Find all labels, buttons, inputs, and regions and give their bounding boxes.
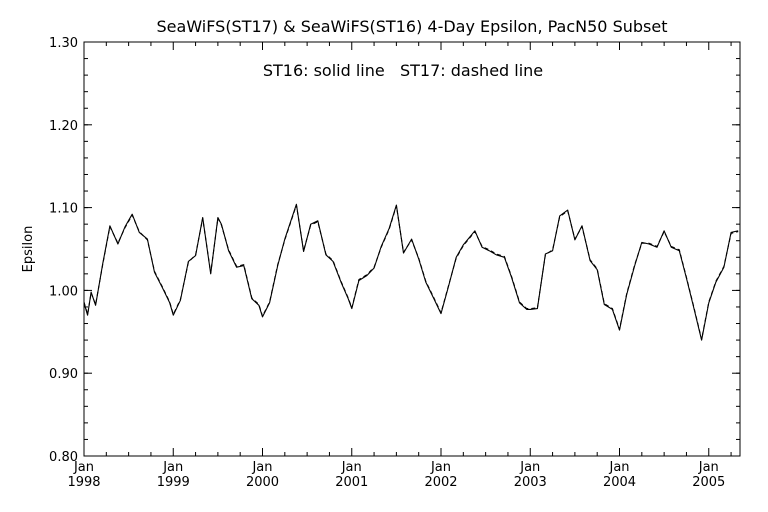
series-line-st17 <box>83 204 739 340</box>
x-tick-month: Jan <box>341 460 362 475</box>
x-tick-month: Jan <box>251 460 272 475</box>
series-layer <box>83 203 739 341</box>
y-axis-ticks: 0.80 0.90 1.00 1.10 1.20 1.30 <box>49 36 740 465</box>
x-tick-year: 1999 <box>157 475 190 490</box>
x-tick-year: 2004 <box>603 475 636 490</box>
x-tick-year: 1998 <box>67 475 100 490</box>
legend-annotation: ST16: solid line ST17: dashed line <box>263 61 543 80</box>
y-tick-label: 0.80 <box>49 450 78 465</box>
plot-frame <box>83 41 741 457</box>
y-axis-label: Epsilon <box>21 226 36 273</box>
x-tick-month: Jan <box>73 460 94 475</box>
y-tick-label: 1.20 <box>49 119 78 134</box>
chart-title: SeaWiFS(ST17) & SeaWiFS(ST16) 4-Day Epsi… <box>157 17 668 36</box>
series-line-st16 <box>83 203 739 341</box>
x-axis-ticks: Jan1998Jan1999Jan2000Jan2001Jan2002Jan20… <box>67 42 732 490</box>
x-tick-month: Jan <box>519 460 540 475</box>
y-tick-label: 1.10 <box>49 202 78 217</box>
x-tick-year: 2003 <box>514 475 547 490</box>
x-tick-month: Jan <box>430 460 451 475</box>
x-tick-year: 2001 <box>335 475 368 490</box>
x-tick-year: 2005 <box>692 475 725 490</box>
x-tick-month: Jan <box>698 460 719 475</box>
y-tick-label: 0.90 <box>49 367 78 382</box>
y-tick-label: 1.00 <box>49 284 78 299</box>
y-tick-label: 1.30 <box>49 36 78 51</box>
x-tick-year: 2002 <box>424 475 457 490</box>
x-tick-month: Jan <box>162 460 183 475</box>
x-tick-year: 2000 <box>246 475 279 490</box>
x-tick-month: Jan <box>608 460 629 475</box>
